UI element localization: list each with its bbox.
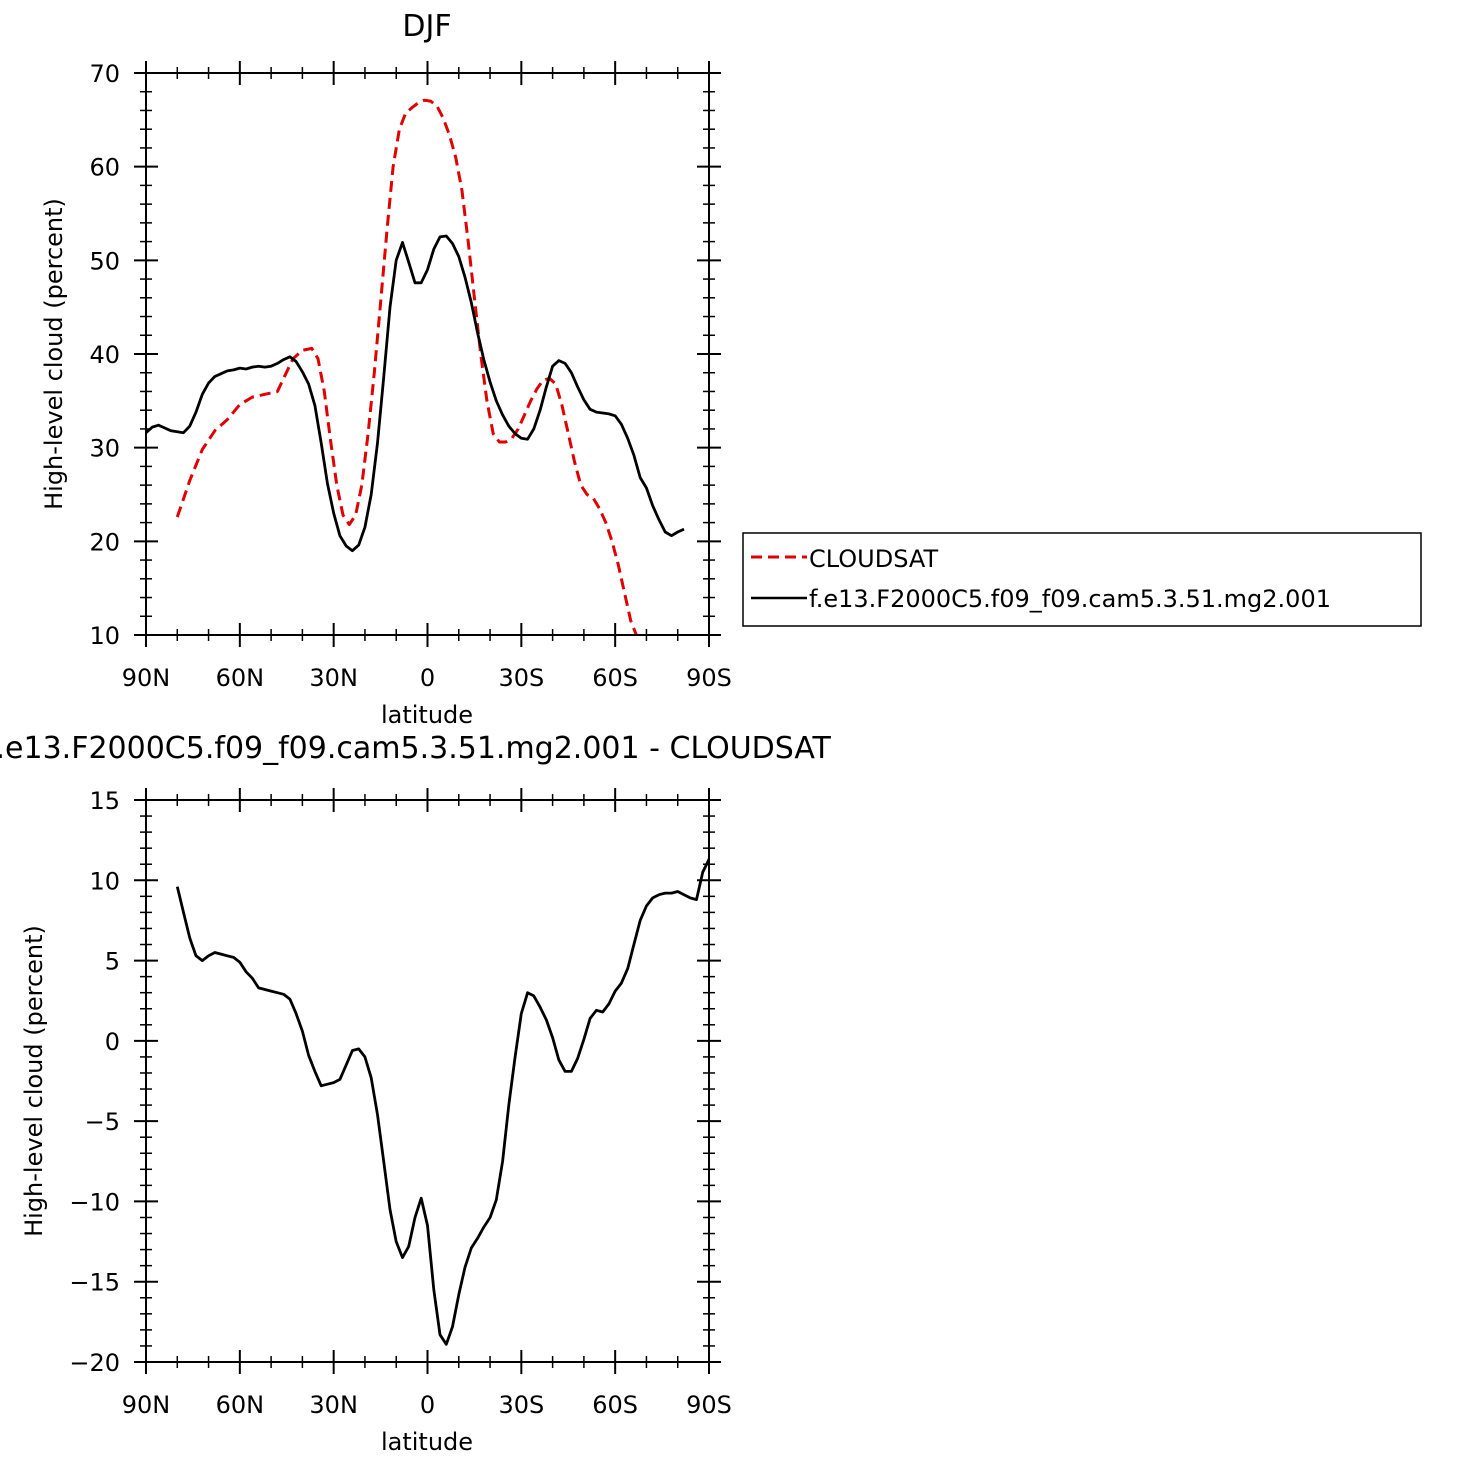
bottom-y-axis-label: High-level cloud (percent) bbox=[20, 925, 48, 1237]
top-y-tick-label: 20 bbox=[89, 528, 120, 556]
bottom-x-tick-label: 60S bbox=[592, 1391, 638, 1419]
bottom-x-axis-label: latitude bbox=[381, 1428, 473, 1456]
top-x-tick-label: 30N bbox=[309, 664, 358, 692]
bottom-y-tick-label: 0 bbox=[105, 1028, 120, 1056]
bottom-x-tick-label: 60N bbox=[216, 1391, 265, 1419]
legend-label-model: f.e13.F2000C5.f09_f09.cam5.3.51.mg2.001 bbox=[809, 585, 1331, 613]
top-x-tick-label: 60S bbox=[592, 664, 638, 692]
bottom-x-tick-label: 90N bbox=[122, 1391, 171, 1419]
top-panel-title: DJF bbox=[402, 9, 451, 44]
bottom-y-tick-label: −20 bbox=[69, 1349, 120, 1377]
bottom-series-line-0 bbox=[175, 855, 709, 1346]
bottom-x-tick-label: 30N bbox=[309, 1391, 358, 1419]
bottom-series-layer bbox=[175, 855, 709, 1346]
legend: CLOUDSAT f.e13.F2000C5.f09_f09.cam5.3.51… bbox=[742, 532, 1422, 627]
top-y-tick-label: 70 bbox=[89, 60, 120, 88]
top-y-axis-label: High-level cloud (percent) bbox=[40, 198, 68, 510]
bottom-panel: 90N 60N 30N 0 30S 60S 90S −20 −15 −10 −5 0 5 10 15 lat… bbox=[20, 787, 732, 1456]
top-series-line-1 bbox=[146, 234, 685, 553]
bottom-plot-frame bbox=[145, 799, 710, 1363]
top-series-layer bbox=[146, 98, 685, 635]
top-x-axis-label: latitude bbox=[381, 701, 473, 729]
legend-box bbox=[742, 532, 1422, 627]
top-tick-layer: 90N 60N 30N 0 30S 60S 90S 10 20 30 40 50 60 70 bbox=[89, 60, 731, 692]
top-x-tick-label: 90N bbox=[122, 664, 171, 692]
bottom-x-tick-label: 0 bbox=[420, 1391, 435, 1419]
top-x-tick-label: 90S bbox=[686, 664, 732, 692]
top-series-line-0 bbox=[175, 98, 638, 635]
bottom-y-tick-label: −5 bbox=[85, 1108, 120, 1136]
bottom-y-tick-label: 15 bbox=[89, 787, 120, 815]
top-plot-frame bbox=[145, 72, 710, 636]
top-y-tick-label: 60 bbox=[89, 154, 120, 182]
bottom-y-tick-label: −10 bbox=[69, 1188, 120, 1216]
top-x-tick-label: 30S bbox=[498, 664, 544, 692]
bottom-y-tick-label: 10 bbox=[89, 867, 120, 895]
bottom-x-tick-label: 30S bbox=[498, 1391, 544, 1419]
bottom-x-tick-label: 90S bbox=[686, 1391, 732, 1419]
bottom-y-tick-label: −15 bbox=[69, 1269, 120, 1297]
top-x-tick-label: 60N bbox=[216, 664, 265, 692]
top-y-tick-label: 10 bbox=[89, 622, 120, 650]
bottom-y-tick-label: 5 bbox=[105, 948, 120, 976]
bottom-tick-layer: 90N 60N 30N 0 30S 60S 90S −20 −15 −10 −5 0 5 10 15 bbox=[69, 787, 732, 1419]
top-y-tick-label: 40 bbox=[89, 341, 120, 369]
legend-label-cloudsat: CLOUDSAT bbox=[809, 545, 938, 573]
top-x-tick-label: 0 bbox=[420, 664, 435, 692]
top-y-tick-label: 50 bbox=[89, 247, 120, 275]
top-panel: 90N 60N 30N 0 30S 60S 90S 10 20 30 40 50 60 70 latitu… bbox=[40, 60, 732, 729]
bottom-panel-title: f.e13.F2000C5.f09_f09.cam5.3.51.mg2.001 … bbox=[0, 731, 832, 766]
top-y-tick-label: 30 bbox=[89, 435, 120, 463]
